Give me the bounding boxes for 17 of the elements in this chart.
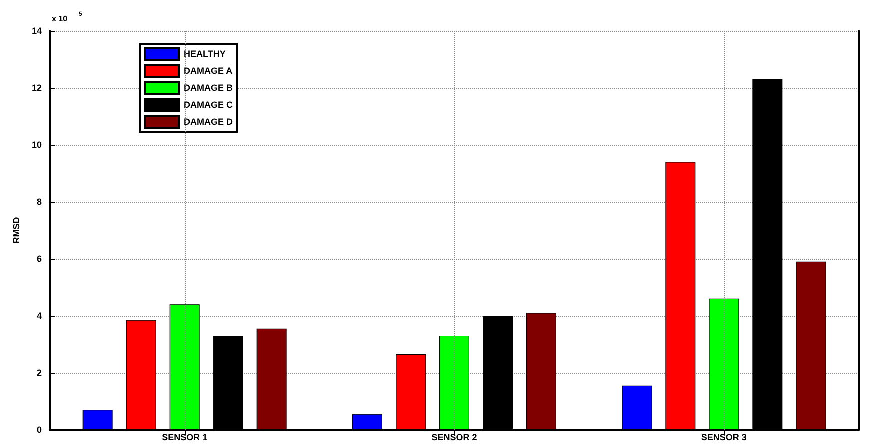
y-tick-label: 14 (32, 26, 42, 36)
legend-label: DAMAGE D (184, 117, 234, 127)
y-tick-label: 6 (36, 254, 42, 264)
x-tick-label: SENSOR 3 (701, 432, 747, 442)
y-tick-label: 4 (36, 311, 42, 321)
legend-label: DAMAGE A (184, 66, 234, 76)
y-tick-label: 0 (36, 425, 42, 435)
legend-label: HEALTHY (184, 49, 226, 59)
x-tick-label: SENSOR 2 (432, 432, 478, 442)
legend-label: DAMAGE B (184, 83, 234, 93)
y-tick-label: 12 (32, 83, 42, 93)
legend-label: DAMAGE C (184, 100, 234, 110)
y-tick-label: 10 (32, 140, 42, 150)
y-tick-label: 8 (36, 197, 42, 207)
y-axis-title: RMSD (12, 216, 22, 244)
x-tick-label: SENSOR 1 (162, 432, 208, 442)
y-tick-label: 2 (36, 368, 42, 378)
